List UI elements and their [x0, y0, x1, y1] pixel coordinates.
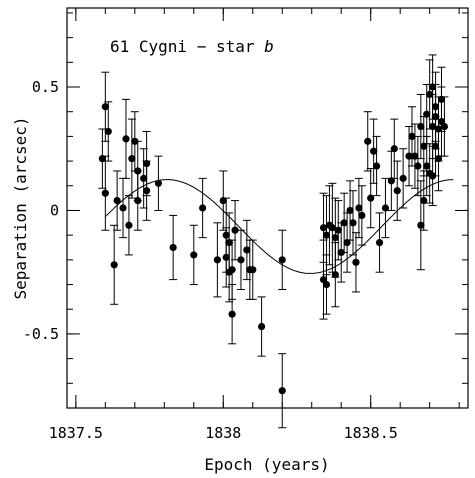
data-point [431, 113, 440, 121]
y-tick-label: 0.5 [32, 78, 59, 96]
data-point [381, 204, 390, 212]
chart-annotation: 61 Cygni − star b [110, 37, 274, 56]
data-point [434, 155, 443, 163]
data-point [222, 231, 230, 239]
data-point [131, 137, 139, 145]
data-point [213, 256, 221, 264]
data-point [143, 187, 151, 195]
data-point [349, 219, 357, 227]
data-point [393, 187, 401, 195]
data-point [372, 162, 381, 170]
data-point [319, 224, 328, 232]
data-point [140, 174, 148, 182]
data-point [352, 258, 360, 266]
data-point [228, 266, 236, 274]
data-point [417, 122, 425, 131]
data-point [119, 204, 127, 212]
plot-frame [66, 7, 469, 409]
y-tick-label: 0 [50, 201, 59, 219]
fit-curve-layer [104, 179, 454, 274]
data-point [322, 231, 331, 239]
data-point [423, 162, 431, 170]
data-point [405, 152, 413, 160]
axis-ticks [67, 8, 468, 409]
data-point [219, 196, 227, 205]
data-point [437, 95, 446, 103]
x-tick-label: 1837.5 [49, 424, 103, 442]
data-point [143, 159, 151, 168]
data-point [331, 234, 339, 242]
data-point [367, 194, 375, 202]
data-point [101, 103, 109, 111]
data-point [154, 179, 163, 187]
x-tick-label: 1838 [205, 424, 241, 442]
data-point [104, 127, 112, 136]
data-point [426, 90, 434, 99]
data-point [340, 219, 348, 227]
y-tick-label: -0.5 [23, 325, 59, 343]
data-point [355, 204, 363, 212]
data-point [237, 256, 245, 264]
data-point [337, 248, 345, 257]
data-point [134, 196, 142, 205]
data-point [429, 122, 437, 131]
data-point [278, 387, 286, 395]
data-point [328, 224, 336, 232]
error-bars-layer [98, 54, 449, 429]
fit-curve [104, 179, 454, 274]
tick-labels-layer: 1837.5 1838 1838.5 0.5 0 -0.5 [23, 78, 398, 442]
data-point [258, 322, 266, 331]
data-point [134, 167, 142, 175]
data-points-layer [98, 83, 449, 395]
data-point [431, 142, 440, 150]
x-tick-label: 1838.5 [344, 424, 398, 442]
data-point [390, 145, 398, 153]
data-point [334, 226, 342, 234]
data-point [420, 196, 428, 205]
data-point [429, 172, 437, 180]
data-point [399, 174, 407, 182]
data-point [358, 211, 366, 220]
data-point [331, 271, 339, 279]
data-point [375, 238, 384, 247]
data-point [243, 246, 251, 254]
data-point [128, 155, 136, 163]
data-point [429, 83, 437, 91]
data-point [222, 253, 230, 261]
data-point [122, 135, 130, 143]
data-point [434, 125, 443, 133]
data-point [228, 310, 236, 318]
data-point [364, 137, 372, 145]
data-point [423, 110, 431, 118]
data-point [440, 122, 449, 131]
data-point [414, 162, 422, 170]
data-point [278, 256, 286, 264]
data-point [169, 243, 177, 252]
data-point [190, 251, 198, 259]
data-point [98, 155, 106, 163]
x-axis-label: Epoch (years) [204, 455, 329, 474]
data-point [225, 238, 233, 247]
data-point [408, 132, 416, 140]
data-point [420, 142, 428, 150]
data-point [231, 226, 239, 234]
data-point [101, 189, 109, 197]
data-point [346, 206, 354, 215]
data-point [249, 266, 257, 274]
data-point [431, 103, 440, 111]
data-point [387, 177, 395, 185]
data-point [343, 238, 351, 247]
data-point [113, 196, 121, 205]
data-point [417, 221, 425, 229]
data-point [370, 147, 378, 155]
data-point [411, 152, 419, 160]
data-point [125, 221, 133, 229]
data-point [110, 261, 118, 269]
y-axis-label: Separation (arcsec) [11, 116, 30, 299]
data-point [322, 280, 331, 289]
data-point [199, 204, 207, 212]
